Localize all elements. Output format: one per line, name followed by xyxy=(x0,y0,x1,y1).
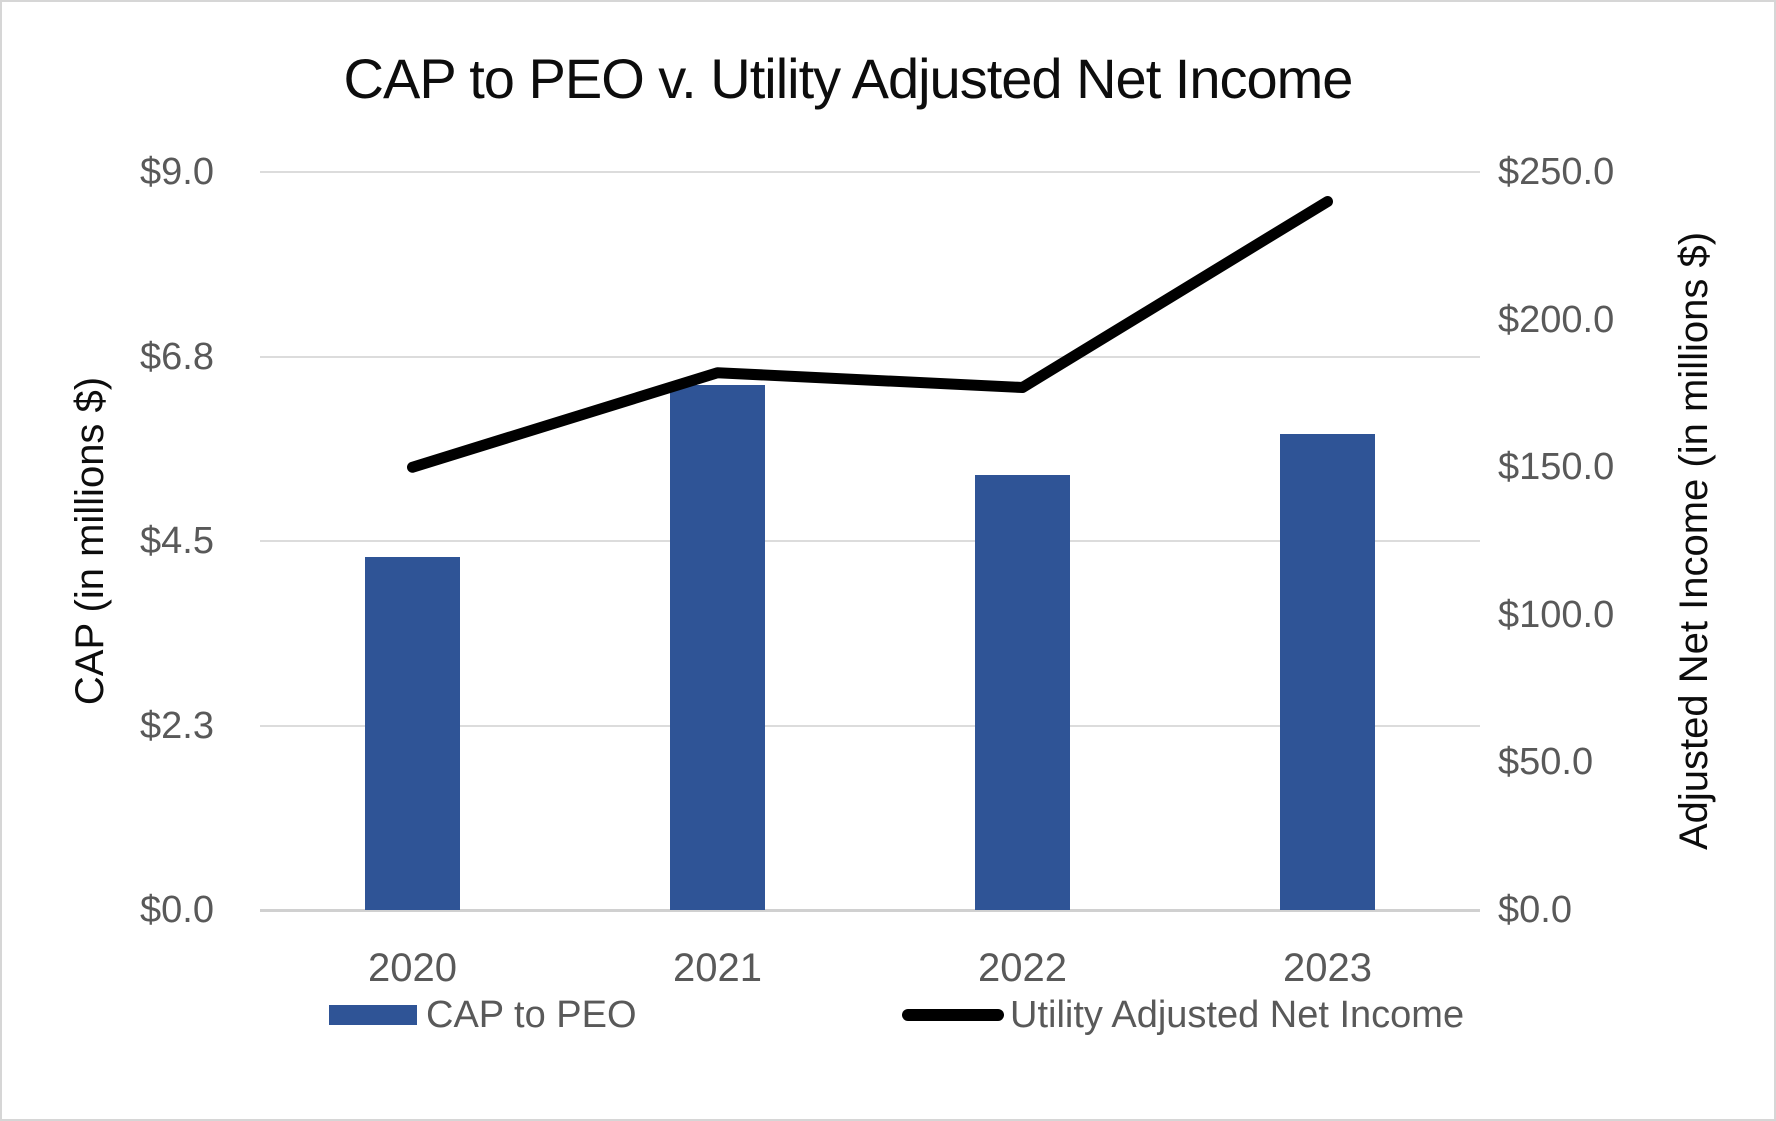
bar-2022 xyxy=(975,475,1070,910)
x-label-2023: 2023 xyxy=(1283,946,1372,990)
left-tick-$0.0: $0.0 xyxy=(140,889,214,931)
right-tick-$200.0: $200.0 xyxy=(1498,298,1615,341)
x-label-2021: 2021 xyxy=(673,946,762,990)
legend-line-swatch xyxy=(902,1009,1004,1021)
net-income-line xyxy=(407,196,1333,473)
x-label-2020: 2020 xyxy=(368,946,457,990)
right-tick-$100.0: $100.0 xyxy=(1498,593,1615,636)
right-tick-$250.0: $250.0 xyxy=(1498,151,1615,193)
legend-bar-swatch xyxy=(329,1005,417,1025)
gridline xyxy=(260,355,1480,358)
gridline xyxy=(260,540,1480,542)
bar-2021 xyxy=(670,385,765,910)
right-tick-$150.0: $150.0 xyxy=(1498,446,1615,489)
left-tick-$9.0: $9.0 xyxy=(140,151,214,193)
bar-2020 xyxy=(365,557,460,910)
left-tick-$6.8: $6.8 xyxy=(140,335,214,378)
net-income-line-layer xyxy=(407,196,1333,473)
plot-area xyxy=(260,171,1480,912)
bar-2023 xyxy=(1280,434,1375,910)
right-tick-$0.0: $0.0 xyxy=(1498,889,1572,931)
legend-item-cap-to-peo: CAP to PEO xyxy=(329,995,637,1035)
legend-item-utility-adjusted-net-income: Utility Adjusted Net Income xyxy=(902,995,1464,1035)
x-label-2022: 2022 xyxy=(978,946,1067,990)
left-tick-$2.3: $2.3 xyxy=(140,704,214,747)
legend-label-cap-to-peo: CAP to PEO xyxy=(426,994,637,1036)
left-tick-$4.5: $4.5 xyxy=(140,520,214,562)
gridline xyxy=(260,171,1480,173)
legend-label-utility-adjusted-net-income: Utility Adjusted Net Income xyxy=(1010,994,1465,1036)
right-tick-$50.0: $50.0 xyxy=(1498,741,1594,784)
chart-title: CAP to PEO v. Utility Adjusted Net Incom… xyxy=(343,47,1354,110)
gridline xyxy=(260,724,1480,727)
x-axis-baseline xyxy=(260,909,1480,912)
right-axis-title: Adjusted Net Income (in millions $) xyxy=(1672,231,1716,851)
